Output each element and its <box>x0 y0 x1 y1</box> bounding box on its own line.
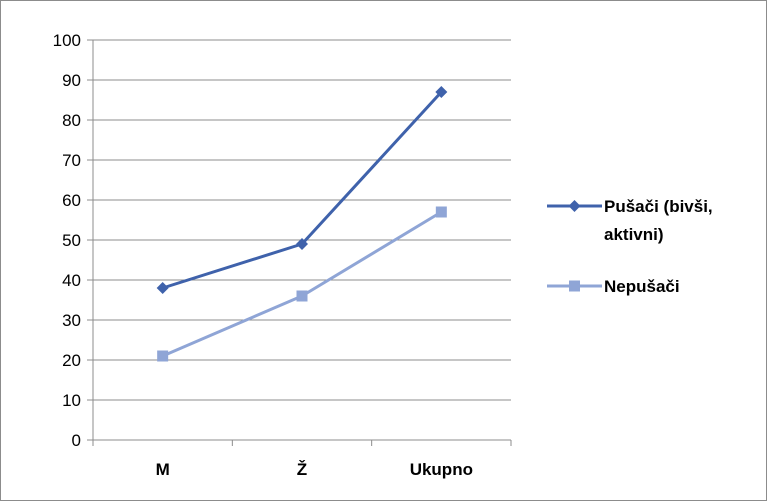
axes <box>87 39 512 446</box>
legend-marker-1 <box>569 280 580 292</box>
series-lines <box>156 86 448 362</box>
series-1-point-1 <box>296 290 308 302</box>
legend-label: Nepušači <box>604 277 680 296</box>
y-tick-label: 60 <box>62 191 81 210</box>
y-tick-label: 20 <box>62 351 81 370</box>
y-tick-label: 30 <box>62 311 81 330</box>
series-line-0 <box>162 90 443 290</box>
y-tick-label: 10 <box>62 391 81 410</box>
gridlines <box>93 39 511 401</box>
y-tick-label: 90 <box>62 71 81 90</box>
y-tick-label: 70 <box>62 151 81 170</box>
x-category-label: M <box>156 460 170 479</box>
y-axis-tick-labels: 0 10 20 30 40 50 60 70 80 90 100 <box>53 31 81 450</box>
y-tick-label: 50 <box>62 231 81 250</box>
series-1-point-2 <box>435 206 447 218</box>
series-0-point-0 <box>156 282 169 294</box>
x-category-label: Ž <box>297 460 307 479</box>
y-tick-label: 80 <box>62 111 81 130</box>
series-line-1 <box>162 210 443 358</box>
series-0-point-1 <box>296 238 308 250</box>
y-tick-label: 100 <box>53 31 81 50</box>
y-tick-label: 0 <box>72 431 81 450</box>
legend-label: aktivni) <box>604 225 664 244</box>
legend-label: Pušači (bivši, <box>604 197 713 216</box>
legend: Pušači (bivši, aktivni) Nepušači <box>547 197 713 296</box>
series-1-point-0 <box>157 350 169 362</box>
y-tick-label: 40 <box>62 271 81 290</box>
series-0-point-2 <box>435 86 448 98</box>
x-axis-category-labels: M Ž Ukupno <box>156 460 473 479</box>
x-category-label: Ukupno <box>410 460 473 479</box>
legend-marker-0 <box>568 200 581 212</box>
